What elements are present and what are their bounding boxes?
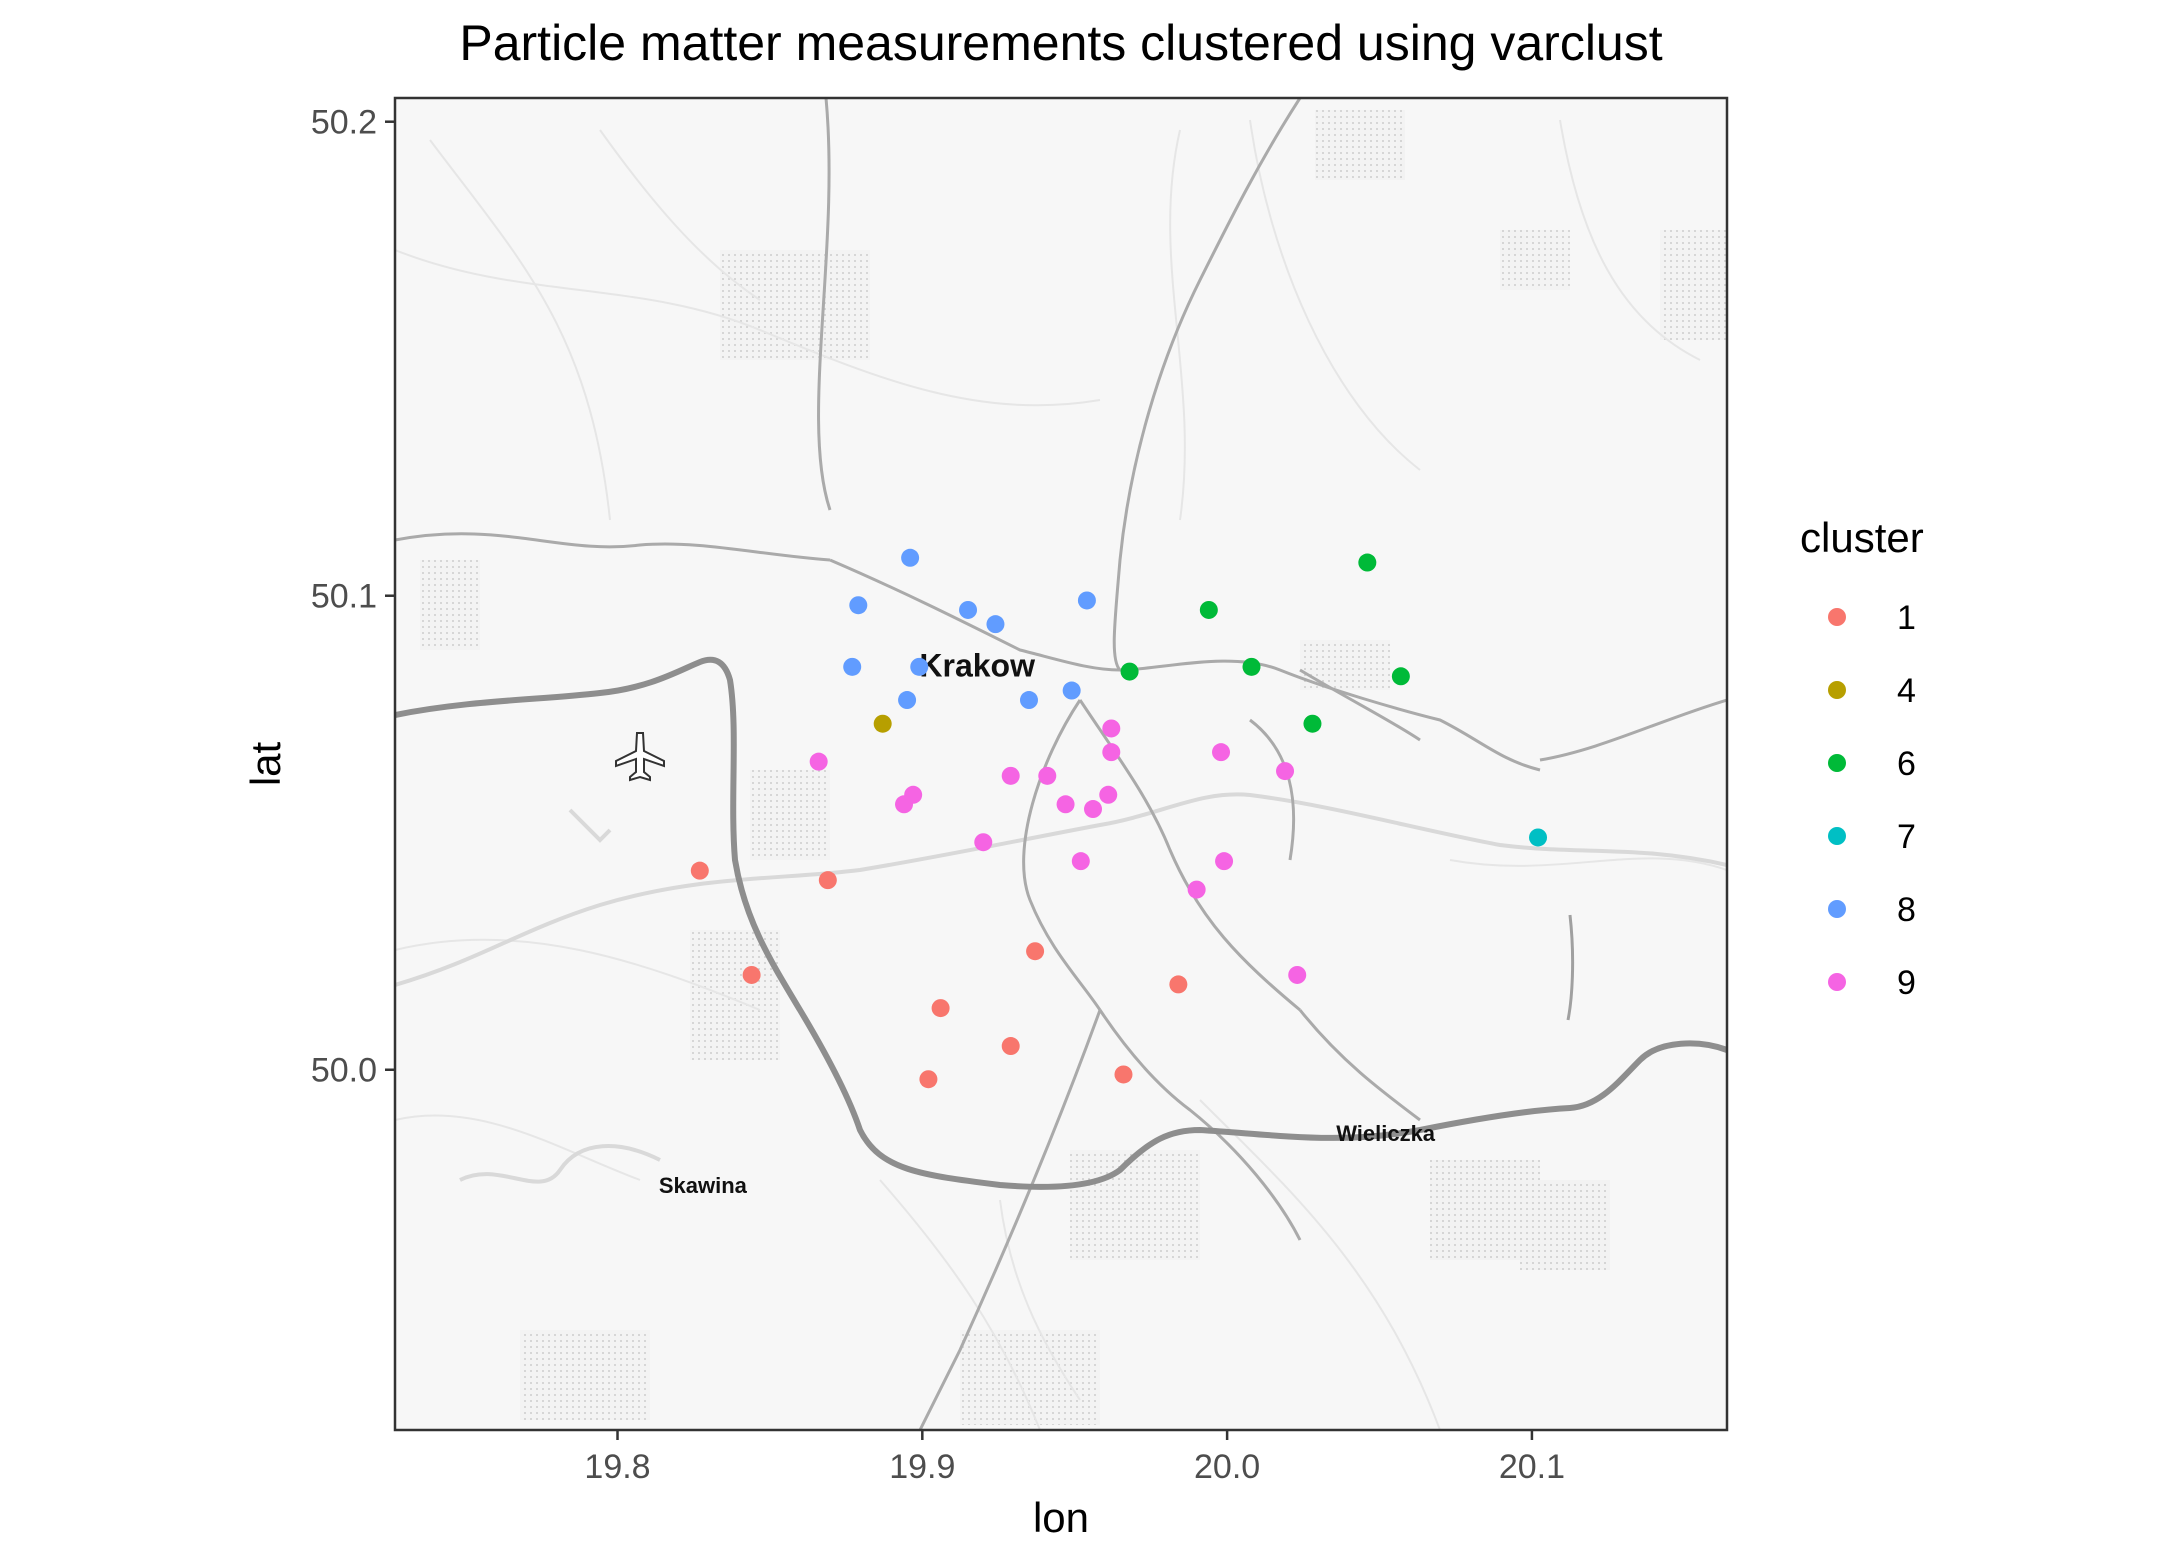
point-cluster-8-6 (910, 657, 929, 676)
point-cluster-1-5 (1169, 975, 1188, 994)
point-cluster-9-11 (1099, 785, 1118, 804)
point-cluster-7-0 (1529, 828, 1548, 847)
point-cluster-8-0 (901, 548, 920, 567)
point-cluster-6-4 (1391, 667, 1410, 686)
airplane-icon (615, 732, 665, 782)
y-axis-title: lat (242, 741, 289, 786)
data-points (690, 548, 1548, 1089)
point-cluster-1-4 (931, 999, 950, 1018)
point-cluster-6-3 (1242, 657, 1261, 676)
legend-label-8: 8 (1897, 891, 1916, 929)
point-cluster-9-4 (809, 752, 828, 771)
place-label-wieliczka: Wieliczka (1336, 1121, 1436, 1146)
y-tick-label: 50.1 (311, 578, 377, 616)
point-cluster-9-5 (1001, 766, 1020, 785)
x-tick-label: 20.0 (1194, 1448, 1260, 1486)
legend-label-1: 1 (1897, 599, 1916, 637)
x-tick-label: 19.9 (889, 1448, 955, 1486)
point-cluster-1-2 (742, 965, 761, 984)
map-railway (1566, 914, 1575, 1021)
x-axis: 19.8 19.9 20.0 20.1 (584, 1430, 1565, 1486)
point-cluster-9-15 (1187, 880, 1206, 899)
point-cluster-1-0 (690, 861, 709, 880)
legend-key-1 (1828, 608, 1846, 626)
legend-key-7 (1828, 827, 1846, 845)
point-cluster-8-7 (898, 691, 917, 710)
place-label-skawina: Skawina (659, 1173, 748, 1198)
point-cluster-1-7 (919, 1070, 938, 1089)
legend-label-4: 4 (1897, 672, 1916, 710)
point-cluster-1-6 (1001, 1037, 1020, 1056)
point-cluster-8-3 (986, 615, 1005, 634)
legend-key-4 (1828, 681, 1846, 699)
point-cluster-9-0 (1102, 719, 1121, 738)
point-cluster-8-4 (1077, 591, 1096, 610)
map-texture-areas (420, 110, 1727, 1425)
point-cluster-6-0 (1358, 553, 1377, 572)
point-cluster-9-12 (974, 833, 993, 852)
y-tick-label: 50.2 (311, 104, 377, 142)
place-label-krakow: Krakow (919, 647, 1035, 683)
point-cluster-9-14 (1215, 852, 1234, 871)
point-cluster-9-16 (1288, 965, 1307, 984)
y-tick-label: 50.0 (311, 1052, 377, 1090)
point-cluster-1-8 (1114, 1065, 1133, 1084)
legend-label-6: 6 (1897, 745, 1916, 783)
point-cluster-9-6 (1038, 766, 1057, 785)
x-tick-label: 20.1 (1499, 1448, 1565, 1486)
legend-label-7: 7 (1897, 818, 1916, 856)
point-cluster-8-9 (1062, 681, 1081, 700)
point-cluster-9-3 (1276, 762, 1295, 781)
legend-title: cluster (1800, 514, 1924, 561)
legend-key-6 (1828, 754, 1846, 772)
map-motorway (395, 656, 1727, 1190)
x-axis-title: lon (1033, 1494, 1089, 1541)
point-cluster-8-8 (1019, 691, 1038, 710)
point-cluster-8-2 (959, 600, 978, 619)
map-rivers (395, 792, 1727, 1184)
legend-key-8 (1828, 900, 1846, 918)
basemap: Krakow Wieliczka Skawina (395, 98, 1727, 1430)
point-cluster-1-1 (818, 871, 837, 890)
point-cluster-6-2 (1120, 662, 1139, 681)
point-cluster-9-10 (1084, 800, 1103, 819)
point-cluster-9-9 (1056, 795, 1075, 814)
chart-title: Particle matter measurements clustered u… (459, 15, 1662, 71)
legend-key-9 (1828, 973, 1846, 991)
y-axis: 50.0 50.1 50.2 (311, 104, 395, 1090)
legend-label-9: 9 (1897, 964, 1916, 1002)
legend: cluster 1 4 6 7 8 9 (1800, 514, 1924, 1002)
x-tick-label: 19.8 (584, 1448, 650, 1486)
point-cluster-6-1 (1199, 600, 1218, 619)
point-cluster-9-8 (895, 795, 914, 814)
map-major-roads (395, 98, 1727, 1430)
point-cluster-6-5 (1303, 714, 1322, 733)
point-cluster-8-5 (843, 657, 862, 676)
point-cluster-9-13 (1071, 852, 1090, 871)
point-cluster-4-0 (873, 714, 892, 733)
plot-panel-border (393, 96, 1729, 1432)
point-cluster-9-1 (1102, 743, 1121, 762)
point-cluster-8-1 (849, 596, 868, 615)
point-cluster-1-3 (1026, 942, 1045, 961)
map-minor-roads (395, 119, 1727, 1430)
point-cluster-9-2 (1212, 743, 1231, 762)
